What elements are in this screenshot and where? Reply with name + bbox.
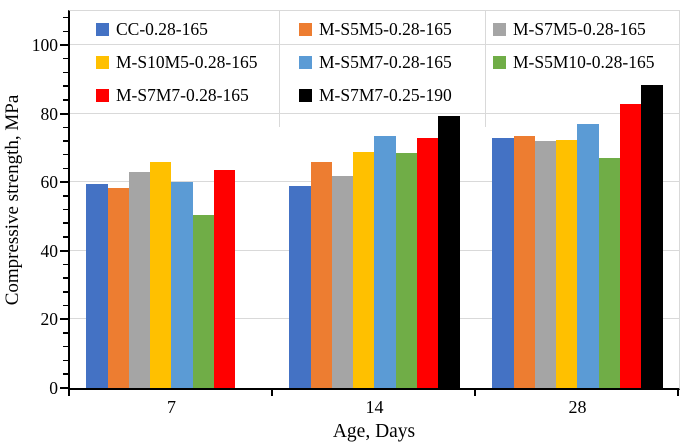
bar-M-S7M7-0.28-165-age-14 [417,137,439,388]
gridline-80 [70,112,679,114]
y-axis-tick-48 [63,222,68,224]
y-axis-tick-52 [63,208,68,211]
y-axis-tick-20 [60,318,68,321]
legend-label: M-S5M10-0.28-165 [513,51,655,72]
legend-label: M-S5M5-0.28-165 [319,18,452,39]
y-axis-tick-64 [63,167,68,170]
y-axis-tick-8 [63,359,68,362]
bar-M-S10M5-0.28-165-age-14 [353,151,375,388]
legend-swatch-icon [493,56,506,69]
bar-M-S10M5-0.28-165-age-7 [150,161,172,388]
bar-CC-0.28-165-age-14 [289,185,311,388]
legend-swatch-icon [493,23,506,36]
legend-entry-M-S7M7-0.25-190: M-S7M7-0.25-190 [279,79,485,112]
x-axis-label-14: 14 [365,397,384,417]
bar-M-S7M5-0.28-165-age-28 [534,141,557,388]
bar-group-age-7 [86,161,256,388]
legend-swatch-icon [96,56,109,69]
bar-group-age-14 [289,115,460,388]
bar-M-S5M5-0.28-165-age-28 [513,136,535,388]
y-axis-tick-44 [63,236,68,238]
y-axis-tick-80 [60,112,68,115]
y-axis-title: Compressive strength, MPa [2,94,23,306]
legend-column-separator-2 [485,11,486,127]
x-axis-title: Age, Days [332,421,416,442]
legend-entry-M-S7M7-0.28-165: M-S7M7-0.28-165 [70,79,279,112]
y-axis-tick-36 [63,263,68,266]
legend-label: M-S10M5-0.28-165 [116,51,258,72]
legend-swatch-icon [299,89,312,102]
legend-label: M-S7M7-0.28-165 [116,84,249,105]
x-axis-label-7: 7 [167,397,176,417]
y-axis-label-80: 80 [40,103,59,124]
y-axis-tick-12 [63,345,68,348]
y-axis-label-60: 60 [40,172,59,193]
bar-CC-0.28-165-age-28 [492,137,514,388]
y-axis-tick-28 [63,291,68,293]
y-axis-tick-96 [63,57,68,60]
bar-M-S7M7-0.28-165-age-28 [620,103,642,388]
bar-M-S10M5-0.28-165-age-28 [556,139,578,388]
x-axis-tick-2 [474,390,476,396]
legend-entry-M-S5M5-0.28-165: M-S5M5-0.28-165 [279,13,485,46]
bar-M-S5M7-0.28-165-age-7 [171,182,193,388]
y-axis-tick-40 [60,249,68,252]
y-axis-tick-104 [63,30,68,33]
bar-M-S7M7-0.28-165-age-7 [214,170,236,388]
legend-entry-CC-0.28-165: CC-0.28-165 [70,13,279,46]
y-axis-tick-16 [63,332,68,334]
bar-M-S7M7-0.25-190-age-14 [438,115,460,388]
legend-entry-M-S5M10-0.28-165: M-S5M10-0.28-165 [485,46,679,79]
bar-M-S5M10-0.28-165-age-28 [598,158,621,388]
x-axis-tick-3 [677,390,679,396]
y-axis-tick-76 [63,126,68,129]
legend-entry-M-S5M7-0.28-165: M-S5M7-0.28-165 [279,46,485,79]
y-axis-label-0: 0 [49,378,58,398]
plot-area: CC-0.28-165 M-S10M5-0.28-165 M-S7M7-0.28-1… [68,10,680,390]
bar-M-S7M7-0.25-190-age-28 [641,84,663,388]
legend-label: M-S7M7-0.25-190 [319,84,452,105]
bar-M-S5M5-0.28-165-age-14 [310,161,332,388]
bar-group-age-28 [492,84,663,388]
bar-M-S5M7-0.28-165-age-28 [577,124,599,388]
bar-M-S5M5-0.28-165-age-7 [107,187,129,388]
bar-M-S7M5-0.28-165-age-7 [128,172,151,388]
y-axis-tick-108 [63,16,68,19]
legend-swatch-icon [299,56,312,69]
y-axis-tick-56 [63,195,68,197]
y-axis-tick-0 [60,387,68,389]
bar-CC-0.28-165-age-7 [86,184,108,388]
bar-M-S5M10-0.28-165-age-14 [395,153,418,388]
gridline-100 [70,44,679,46]
legend-label: CC-0.28-165 [116,18,208,39]
y-axis-label-40: 40 [40,240,59,261]
y-axis-label-20: 20 [40,309,59,330]
legend-swatch-icon [299,23,312,36]
bar-M-S7M5-0.28-165-age-14 [331,175,354,388]
x-axis-label-28: 28 [568,397,587,417]
y-axis-tick-88 [63,85,68,87]
y-axis-tick-72 [63,140,68,142]
y-axis-label-100: 100 [31,35,58,56]
bar-M-S5M7-0.28-165-age-14 [374,136,396,388]
legend-column-separator-1 [279,11,280,127]
y-axis-tick-68 [63,153,68,156]
legend-label: M-S5M7-0.28-165 [319,51,452,72]
y-axis-tick-24 [63,304,68,307]
x-axis-tick-1 [271,390,273,396]
y-axis-tick-84 [63,99,68,101]
y-axis-tick-60 [60,181,68,184]
legend-label: M-S7M5-0.28-165 [513,18,646,39]
y-axis-tick-100 [60,44,68,47]
legend-entry-M-S10M5-0.28-165: M-S10M5-0.28-165 [70,46,279,79]
legend-swatch-icon [96,89,109,102]
legend-entry-M-S7M5-0.28-165: M-S7M5-0.28-165 [485,13,679,46]
bar-M-S5M10-0.28-165-age-7 [192,214,215,388]
y-axis-tick-4 [63,373,68,375]
y-axis-tick-92 [63,71,68,74]
legend-swatch-icon [96,23,109,36]
y-axis-tick-32 [63,277,68,279]
x-axis-tick-0 [68,390,70,396]
